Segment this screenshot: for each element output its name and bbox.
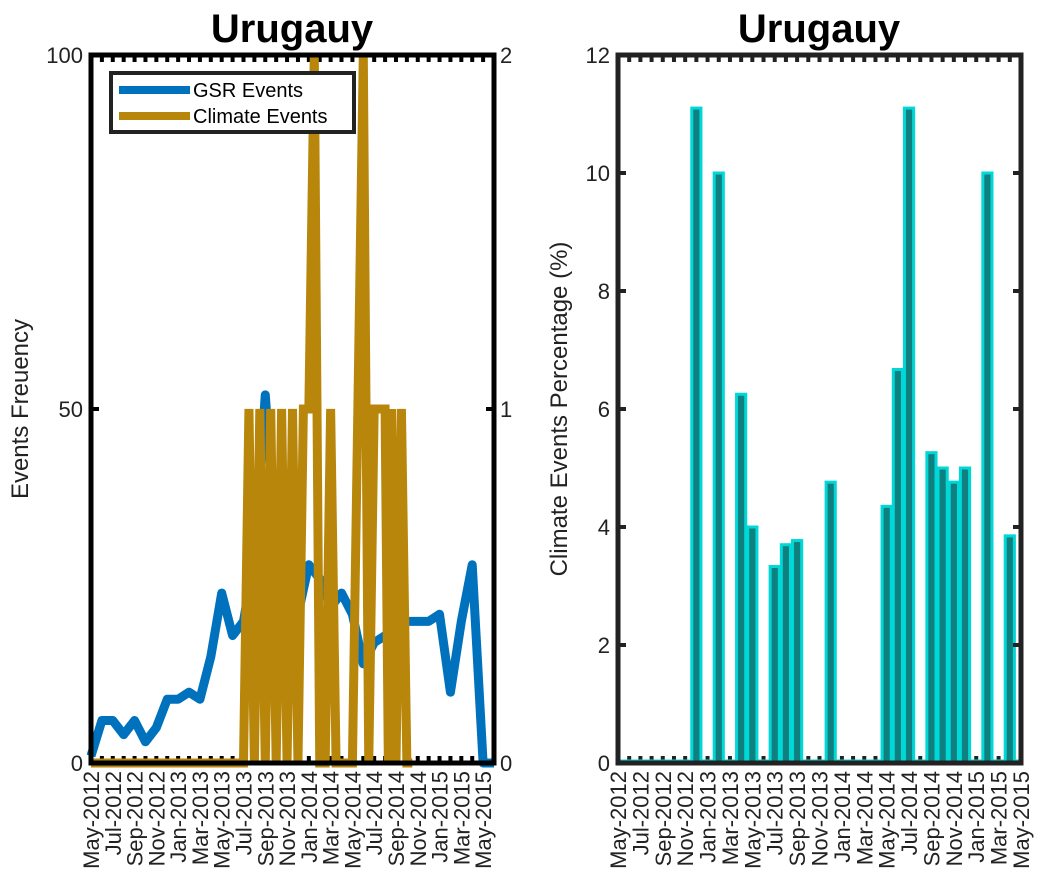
bar: [791, 539, 804, 765]
left-y2-tick-label: 0: [500, 751, 512, 776]
right-chart-title: Urugauy: [738, 7, 901, 51]
left-x-tick-label: Jan-2013: [166, 771, 191, 863]
left-x-tick-label: Jan-2014: [297, 771, 322, 863]
right-y-tick-label: 10: [586, 161, 610, 186]
right-x-tick-label: Nov-2013: [808, 771, 833, 866]
right-y-tick-label: 2: [598, 633, 610, 658]
right-x-tick-label: Sep-2012: [651, 771, 676, 866]
right-y-axis-label: Climate Events Percentage (%): [546, 242, 573, 577]
right-x-tick-label: Mar-2014: [852, 771, 877, 865]
right-x-tick-label: Nov-2014: [942, 771, 967, 866]
legend: GSR Events Climate Events: [109, 71, 356, 134]
right-x-tick-label: Mar-2015: [987, 771, 1012, 865]
bar: [690, 106, 703, 765]
series-line-climate-events: [91, 54, 413, 768]
right-x-tick-label: May-2015: [1009, 771, 1034, 869]
left-x-tick-label: Nov-2012: [144, 771, 169, 866]
left-y-axis-label: Events Freuency: [7, 319, 34, 499]
right-y-ticks: 0 2 4 6 8 10 12: [586, 43, 1021, 776]
left-x-tick-label: May-2013: [210, 771, 235, 869]
left-x-tick-label: Mar-2015: [449, 771, 474, 865]
legend-box: [109, 71, 356, 134]
right-x-tick-label: May-2014: [875, 771, 900, 869]
right-y-tick-label: 8: [598, 279, 610, 304]
right-chart: Urugauy Climate Events Percentage (%) 0 2…: [546, 7, 1034, 869]
bar: [902, 106, 916, 765]
left-x-ticks: May-2012Jul-2012Sep-2012Nov-2012Jan-2013…: [79, 771, 496, 869]
right-y-tick-label: 4: [598, 515, 610, 540]
left-x-tick-label: Nov-2014: [406, 771, 431, 866]
left-x-tick-label: Jul-2013: [231, 771, 256, 855]
left-x-tick-label: Jan-2015: [428, 771, 453, 863]
right-x-tick-label: Jul-2014: [897, 771, 922, 855]
right-y-tick-label: 0: [598, 751, 610, 776]
left-y-ticks: 0 50 100: [46, 43, 99, 776]
bar: [947, 480, 960, 765]
right-x-tick-label: May-2012: [606, 771, 631, 869]
left-x-tick-label: Nov-2013: [275, 771, 300, 866]
right-x-ticks: May-2012Jul-2012Sep-2012Nov-2012Jan-2013…: [606, 771, 1034, 869]
right-x-tick-label: Mar-2013: [718, 771, 743, 865]
right-x-tick-label: Nov-2012: [673, 771, 698, 866]
bar: [746, 525, 759, 765]
right-x-tick-label: May-2013: [740, 771, 765, 869]
left-x-tick-label: Jul-2014: [362, 771, 387, 855]
left-x-tick-label: May-2015: [471, 771, 496, 869]
bar: [779, 543, 793, 765]
right-y-tick-label: 6: [598, 397, 610, 422]
bar: [824, 480, 837, 765]
right-y-tick-label: 12: [586, 43, 610, 68]
right-x-tick-label: Jul-2013: [763, 771, 788, 855]
left-chart-title: Urugauy: [211, 7, 374, 51]
bar: [712, 171, 725, 765]
left-x-tick-label: Jul-2012: [101, 771, 126, 855]
left-y-tick-label: 0: [71, 751, 83, 776]
right-x-tick-label: Jan-2015: [964, 771, 989, 863]
left-x-tick-label: Mar-2013: [188, 771, 213, 865]
bar: [958, 466, 972, 765]
right-plot-area: [616, 55, 1023, 765]
left-chart: Urugauy Events Freuency 0 50 100 0 1 2 May-2…: [7, 7, 512, 869]
right-x-tick-label: Jan-2014: [830, 771, 855, 863]
legend-label-climate: Climate Events: [193, 106, 328, 128]
bar: [735, 392, 748, 765]
right-x-tick-label: Jul-2012: [628, 771, 653, 855]
bar: [880, 504, 893, 765]
right-x-tick-label: Sep-2013: [785, 771, 810, 866]
left-x-tick-label: Sep-2014: [384, 771, 409, 866]
bar: [936, 466, 949, 765]
left-x-tick-label: May-2012: [79, 771, 104, 869]
left-y2-tick-label: 2: [500, 43, 512, 68]
left-y-tick-label: 50: [59, 397, 83, 422]
left-y-tick-label: 100: [46, 43, 83, 68]
left-plot-area: [86, 54, 496, 768]
left-x-tick-label: May-2014: [340, 771, 365, 869]
left-x-tick-label: Sep-2013: [253, 771, 278, 866]
bar: [981, 171, 994, 765]
left-x-tick-label: Mar-2014: [319, 771, 344, 865]
left-x-tick-label: Sep-2012: [123, 771, 148, 866]
bar: [768, 565, 781, 765]
bar: [891, 367, 904, 765]
bar: [925, 451, 938, 765]
legend-label-gsr: GSR Events: [193, 80, 303, 102]
left-y2-tick-label: 1: [500, 397, 512, 422]
right-x-tick-label: Sep-2014: [919, 771, 944, 866]
bar: [1003, 534, 1016, 765]
right-x-tick-label: Jan-2013: [696, 771, 721, 863]
left-y2-ticks: 0 1 2: [486, 43, 512, 776]
